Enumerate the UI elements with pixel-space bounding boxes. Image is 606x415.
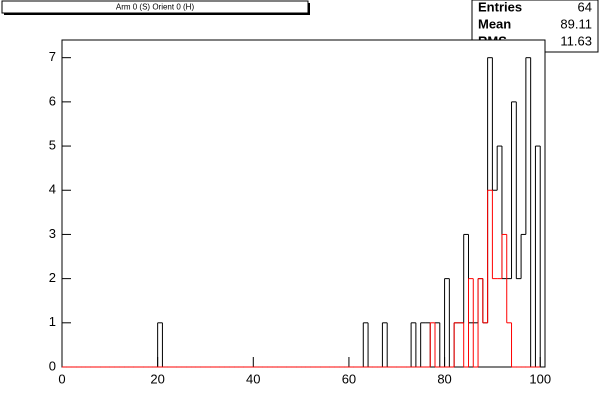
x-tick-label: 60 bbox=[342, 371, 356, 386]
x-tick-label: 80 bbox=[437, 371, 451, 386]
y-tick-label: 4 bbox=[49, 182, 56, 197]
title-box bbox=[1, 0, 309, 14]
y-tick-label: 1 bbox=[49, 314, 56, 329]
x-tick-label: 100 bbox=[529, 371, 551, 386]
stats-label: Entries bbox=[478, 0, 522, 14]
x-tick-label: 0 bbox=[58, 371, 65, 386]
plot-frame bbox=[61, 39, 546, 368]
y-tick-label: 7 bbox=[49, 49, 56, 64]
stats-value: 89.11 bbox=[560, 16, 592, 31]
stats-value: 64 bbox=[578, 0, 592, 14]
x-tick-label: 40 bbox=[246, 371, 260, 386]
y-tick-label: 6 bbox=[49, 93, 56, 108]
y-tick-label: 3 bbox=[49, 226, 56, 241]
x-tick-label: 20 bbox=[150, 371, 164, 386]
y-tick-label: 2 bbox=[49, 270, 56, 285]
y-tick-label: 0 bbox=[49, 358, 56, 373]
title: Arm 0 (S) Orient 0 (H) bbox=[116, 3, 195, 12]
y-tick-label: 5 bbox=[49, 137, 56, 152]
stats-label: Mean bbox=[478, 16, 511, 31]
stats-value: 11.63 bbox=[560, 33, 592, 48]
